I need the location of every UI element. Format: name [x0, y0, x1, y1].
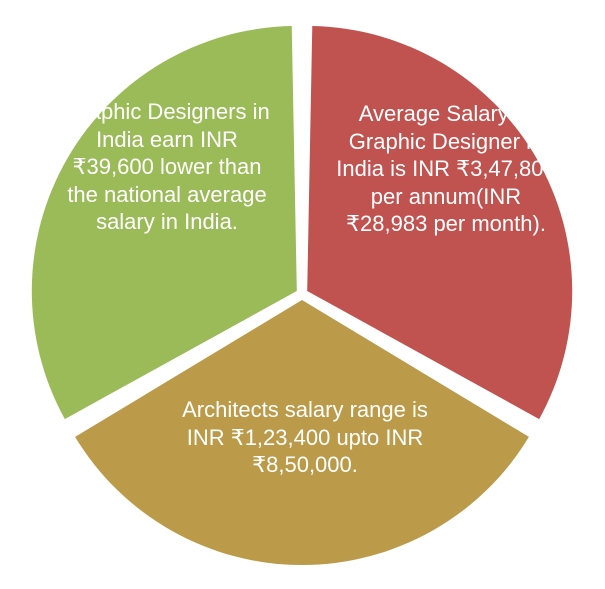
pie-chart: Average Salary of Graphic Designer in In… — [0, 0, 605, 589]
pie-svg — [0, 0, 605, 589]
